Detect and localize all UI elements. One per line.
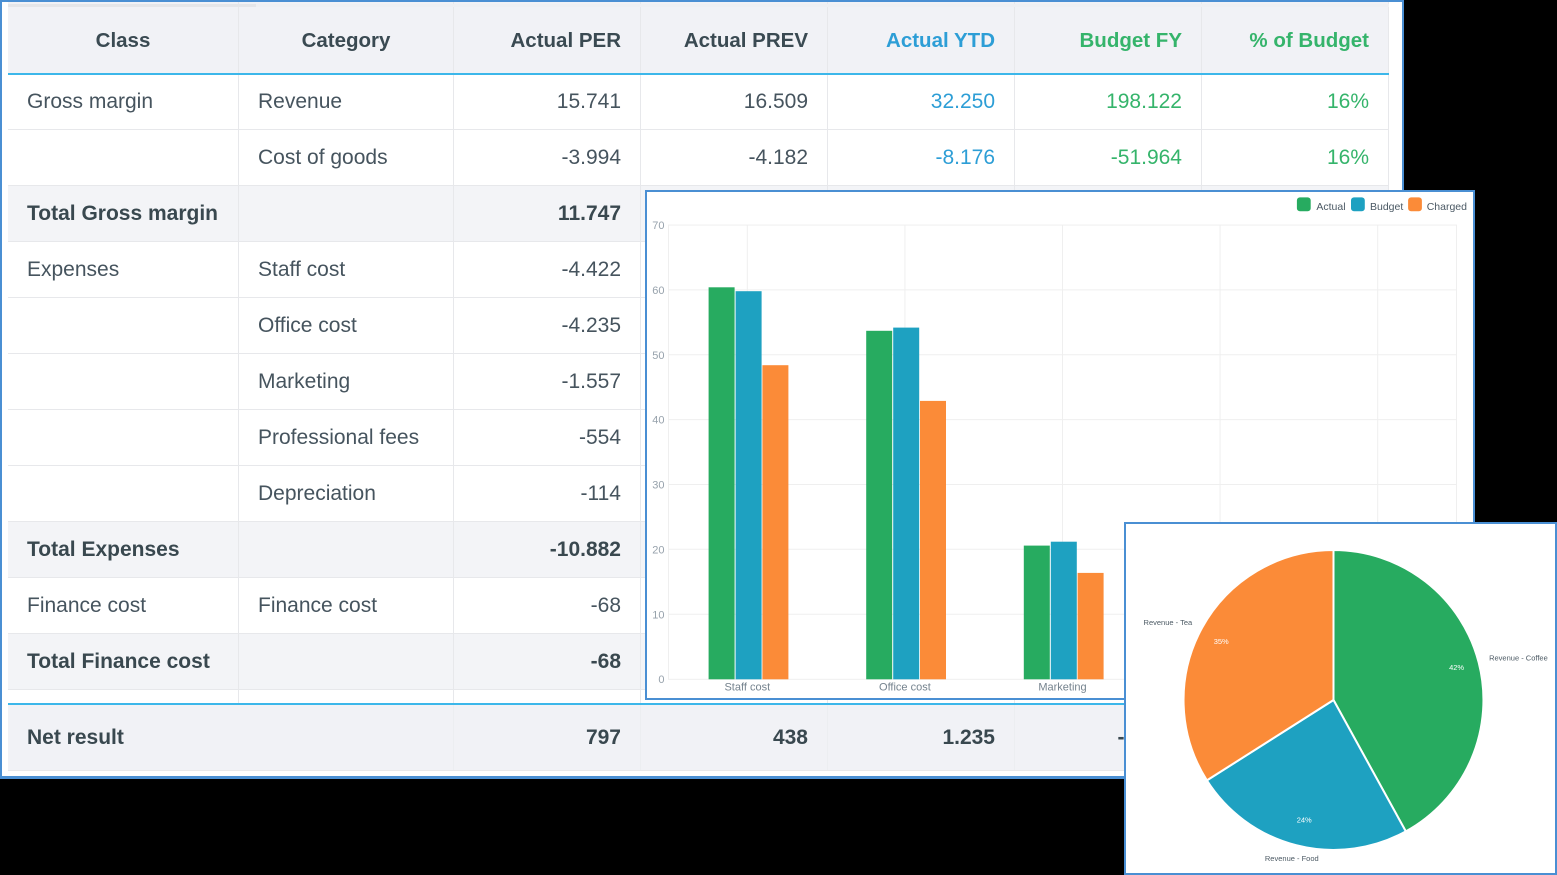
svg-text:30: 30	[652, 480, 664, 492]
svg-text:35%: 35%	[1213, 637, 1228, 646]
svg-text:Revenue - Food: Revenue - Food	[1264, 854, 1318, 863]
svg-text:40: 40	[652, 415, 664, 427]
svg-text:70: 70	[652, 220, 664, 232]
svg-text:Marketing: Marketing	[1038, 681, 1086, 693]
svg-text:Budget: Budget	[1370, 201, 1403, 213]
svg-text:Revenue - Tea: Revenue - Tea	[1143, 618, 1192, 627]
svg-text:20: 20	[652, 545, 664, 557]
svg-text:42%: 42%	[1449, 663, 1464, 672]
svg-text:Revenue - Coffee: Revenue - Coffee	[1489, 653, 1548, 662]
svg-text:0: 0	[658, 674, 664, 686]
svg-text:10: 10	[652, 609, 664, 621]
svg-text:Charged: Charged	[1426, 201, 1466, 213]
svg-text:Office cost: Office cost	[879, 681, 931, 693]
svg-text:Actual: Actual	[1316, 201, 1345, 213]
svg-text:24%: 24%	[1296, 815, 1311, 824]
svg-text:Staff cost: Staff cost	[724, 681, 770, 693]
svg-text:60: 60	[652, 285, 664, 297]
svg-text:50: 50	[652, 350, 664, 362]
